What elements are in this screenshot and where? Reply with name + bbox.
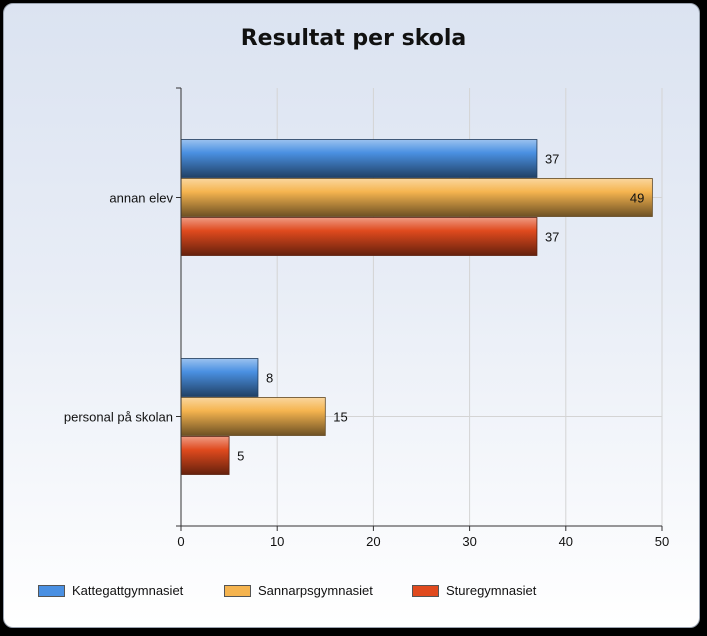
bar bbox=[180, 358, 259, 397]
legend: Kattegattgymnasiet Sannarpsgymnasiet Stu… bbox=[0, 583, 707, 603]
data-label: 8 bbox=[266, 371, 273, 386]
bar bbox=[180, 436, 230, 475]
bar bbox=[180, 178, 653, 217]
x-tick-label: 40 bbox=[559, 534, 573, 549]
x-tick-label: 30 bbox=[462, 534, 476, 549]
bar bbox=[180, 217, 538, 256]
x-tick-label: 20 bbox=[366, 534, 380, 549]
legend-label: Kattegattgymnasiet bbox=[72, 583, 184, 598]
legend-swatch bbox=[224, 584, 251, 597]
x-tick-label: 50 bbox=[655, 534, 669, 549]
legend-item-kattegattgymnasiet: Kattegattgymnasiet bbox=[38, 583, 183, 598]
chart-title: Resultat per skola bbox=[240, 26, 467, 51]
bar bbox=[180, 139, 538, 178]
data-labels: 37 49 37 8 15 5 bbox=[237, 152, 644, 464]
x-tick-label: 10 bbox=[270, 534, 284, 549]
x-tick-label: 0 bbox=[177, 534, 184, 549]
legend-label: Sturegymnasiet bbox=[446, 583, 537, 598]
data-label: 37 bbox=[545, 230, 559, 245]
legend-swatch bbox=[38, 584, 65, 597]
data-label: 15 bbox=[333, 410, 347, 425]
category-label: annan elev bbox=[109, 191, 173, 206]
category-label: personal på skolan bbox=[64, 410, 173, 425]
bar bbox=[180, 397, 326, 436]
legend-item-sannarpsgymnasiet: Sannarpsgymnasiet bbox=[224, 583, 373, 598]
legend-swatch bbox=[412, 584, 439, 597]
legend-label: Sannarpsgymnasiet bbox=[258, 583, 373, 598]
data-label: 37 bbox=[545, 152, 559, 167]
bars bbox=[180, 139, 653, 475]
axes: annan elev personal på skolan 0 10 20 30 40 50 bbox=[64, 87, 669, 549]
data-label: 49 bbox=[630, 191, 644, 206]
legend-item-sturegymnasiet: Sturegymnasiet bbox=[412, 583, 536, 598]
chart-panel bbox=[3, 3, 700, 628]
data-label: 5 bbox=[237, 449, 244, 464]
